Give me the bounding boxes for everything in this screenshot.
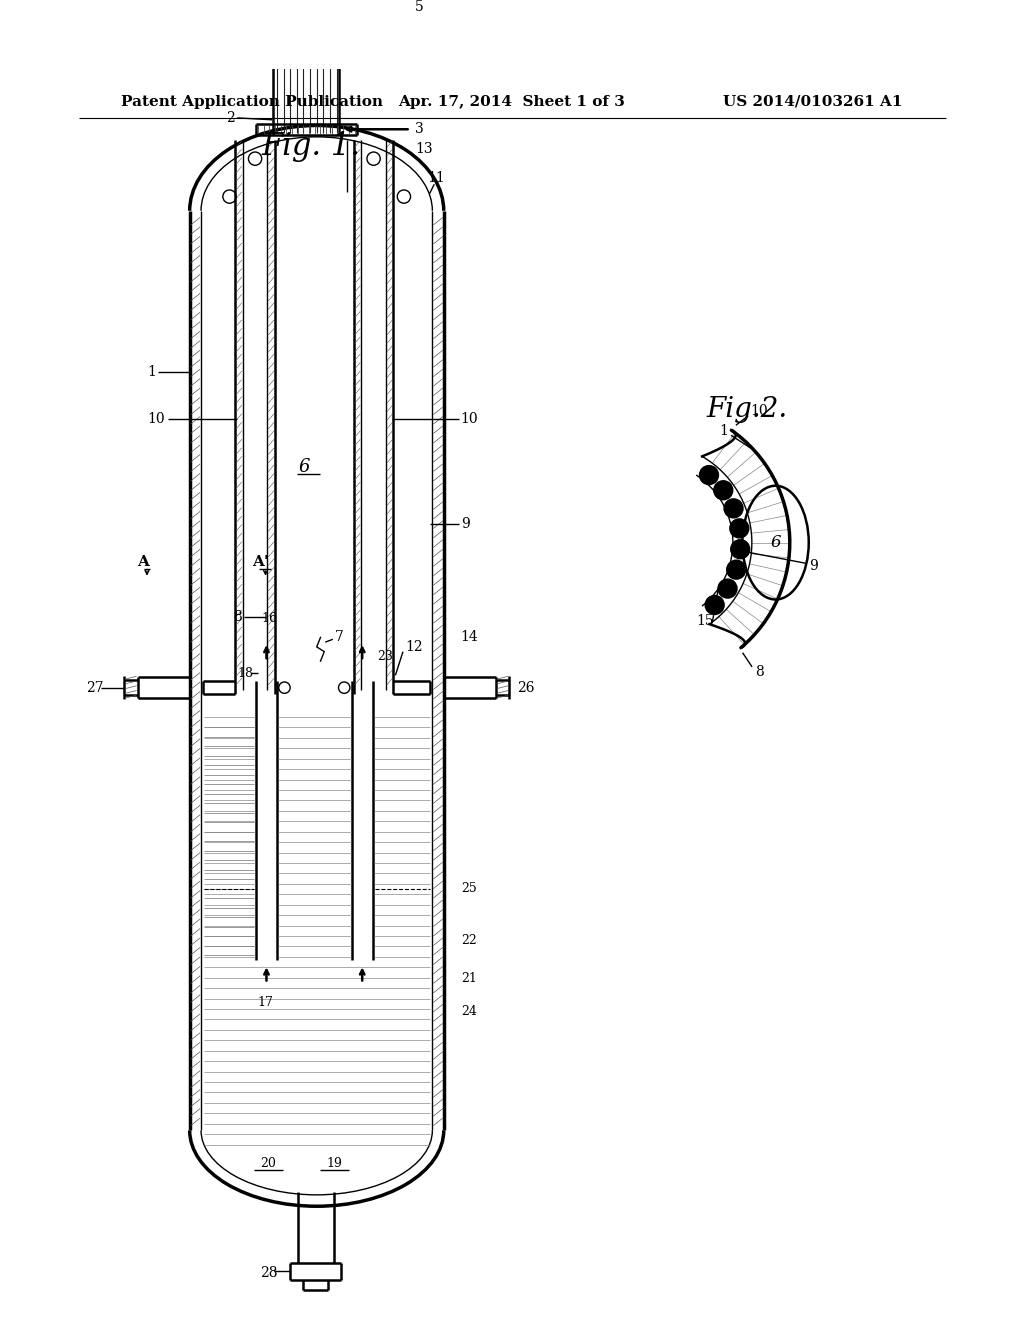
Text: 9: 9 (461, 516, 470, 531)
Circle shape (727, 560, 745, 579)
Circle shape (730, 519, 749, 537)
Text: Fig. 1.: Fig. 1. (261, 131, 360, 162)
Text: 10: 10 (461, 412, 478, 426)
Text: 8: 8 (233, 610, 242, 623)
Text: 9: 9 (809, 560, 817, 573)
Text: 28: 28 (260, 1266, 278, 1279)
Text: 19: 19 (327, 1158, 343, 1170)
Circle shape (714, 480, 733, 500)
Text: 3: 3 (416, 123, 424, 136)
Text: Apr. 17, 2014  Sheet 1 of 3: Apr. 17, 2014 Sheet 1 of 3 (398, 95, 626, 108)
Text: 2: 2 (225, 111, 234, 125)
Text: A: A (137, 554, 150, 569)
Text: 12: 12 (404, 640, 423, 653)
Text: 23: 23 (378, 649, 393, 663)
Circle shape (718, 579, 737, 598)
Text: Patent Application Publication: Patent Application Publication (122, 95, 383, 108)
Text: Fig.2.: Fig.2. (707, 396, 787, 424)
Text: 13: 13 (416, 143, 433, 156)
Text: 10: 10 (751, 404, 768, 418)
Text: 14: 14 (461, 631, 478, 644)
Text: 25: 25 (461, 882, 476, 895)
Text: 11: 11 (428, 170, 445, 185)
Circle shape (699, 466, 719, 484)
Text: 24: 24 (461, 1006, 477, 1019)
Text: 10: 10 (147, 412, 165, 426)
Text: 1: 1 (147, 364, 156, 379)
Text: 6: 6 (299, 458, 310, 475)
Text: 21: 21 (461, 973, 477, 985)
Text: 17: 17 (257, 995, 272, 1008)
Text: 1: 1 (720, 424, 728, 437)
Text: US 2014/0103261 A1: US 2014/0103261 A1 (723, 95, 902, 108)
Text: 27: 27 (86, 681, 104, 694)
Circle shape (731, 540, 750, 558)
Text: 8: 8 (755, 664, 764, 678)
Text: 22: 22 (461, 935, 476, 948)
Circle shape (706, 595, 724, 614)
Text: 18: 18 (238, 667, 253, 680)
Text: 16: 16 (262, 612, 278, 624)
Text: 26: 26 (517, 681, 535, 694)
Text: 20: 20 (260, 1158, 276, 1170)
Text: A': A' (252, 554, 269, 569)
Text: 7: 7 (335, 631, 344, 644)
Text: 5: 5 (416, 0, 424, 15)
Circle shape (724, 499, 743, 517)
Text: 6: 6 (770, 535, 781, 552)
Text: 15: 15 (696, 615, 714, 628)
